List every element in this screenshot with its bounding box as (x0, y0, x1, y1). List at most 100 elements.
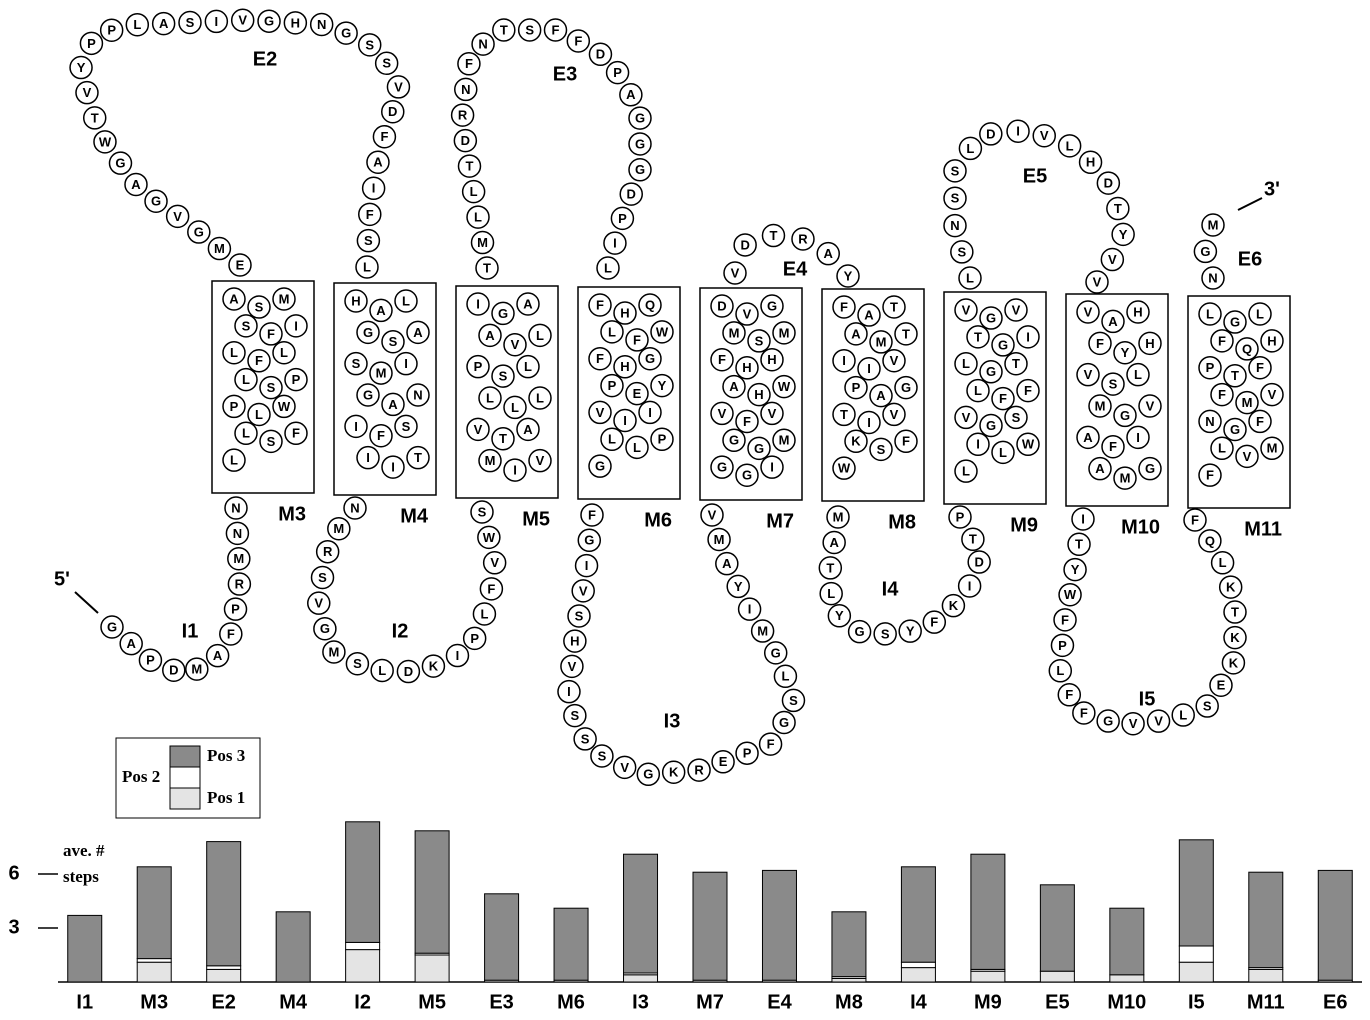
residue-letter: V (314, 596, 323, 611)
residue-letter: P (613, 65, 622, 80)
residue-letter: K (1230, 630, 1240, 645)
residue-letter: W (99, 134, 112, 149)
bar-segment (1249, 969, 1283, 982)
residue-letter: M (485, 453, 496, 468)
residue-letter: F (999, 391, 1007, 406)
residue-letter: H (620, 359, 629, 374)
segment-label: M4 (400, 505, 429, 527)
bar-segment (485, 894, 519, 980)
residue-letter: T (466, 159, 474, 174)
residue-letter: V (1093, 274, 1102, 289)
residue-letter: I (294, 318, 298, 333)
residue-letter: G (986, 364, 996, 379)
residue-letter: N (413, 387, 422, 402)
residue-letter: V (1243, 449, 1252, 464)
residue-letter: F (377, 428, 385, 443)
residue-letter: W (656, 324, 669, 339)
residue-letter: A (1083, 430, 1093, 445)
residue-letter: K (1229, 655, 1239, 670)
residue-letter: V (962, 410, 971, 425)
residue-letter: F (596, 351, 604, 366)
residue-letter: V (1012, 302, 1021, 317)
residue-letter: L (633, 440, 641, 455)
residue-letter: H (291, 15, 300, 30)
residue-letter: T (483, 260, 491, 275)
residue-letter: F (366, 207, 374, 222)
residue-letter: V (596, 405, 605, 420)
residue-letter: L (230, 345, 238, 360)
residue-letter: L (1134, 367, 1142, 382)
legend-label: Pos 2 (122, 767, 160, 786)
x-tick-label: E5 (1045, 991, 1069, 1013)
residue-letter: N (350, 500, 359, 515)
residue-letter: I (1016, 124, 1020, 139)
residue-letter: M (477, 235, 488, 250)
residue-letter: S (951, 191, 960, 206)
residue-letter: F (227, 626, 235, 641)
residue-letter: N (1208, 270, 1217, 285)
residue-letter: S (1012, 410, 1021, 425)
residue-letter: G (635, 111, 645, 126)
residue-letter: I (770, 460, 774, 475)
residue-letter: T (974, 329, 982, 344)
residue-letter: A (485, 328, 495, 343)
y-axis-title: ave. # (63, 841, 105, 860)
residue-letter: S (267, 380, 276, 395)
residue-letter: P (608, 378, 617, 393)
residue-letter: G (998, 337, 1008, 352)
residue-letter: L (608, 324, 616, 339)
x-tick-label: M8 (835, 991, 863, 1013)
residue-letter: G (1200, 244, 1210, 259)
residue-letter: L (966, 270, 974, 285)
residue-letter: G (1230, 422, 1240, 437)
residue-letter: V (1040, 128, 1049, 143)
y-tick-label: 3 (8, 916, 19, 938)
residue-letter: I (567, 684, 571, 699)
residue-letter: L (1206, 306, 1214, 321)
residue-letter: M (876, 334, 887, 349)
residue-letter: P (470, 631, 479, 646)
residue-letter: L (1066, 138, 1074, 153)
residue-letter: V (731, 265, 740, 280)
x-tick-label: M3 (140, 991, 168, 1013)
residue-letter: N (317, 17, 326, 32)
x-tick-label: I2 (354, 991, 371, 1013)
segment-label: M10 (1121, 516, 1160, 538)
residue-letter: V (708, 507, 717, 522)
residue-letter: P (956, 509, 965, 524)
residue-letter: T (890, 299, 898, 314)
residue-letter: F (930, 615, 938, 630)
bar-segment (415, 831, 449, 953)
residue-letter: M (1208, 217, 1219, 232)
residue-letter: V (620, 760, 629, 775)
residue-letter: S (318, 570, 327, 585)
residue-letter: S (353, 656, 362, 671)
residue-letter: G (771, 645, 781, 660)
residue-letter: M (333, 521, 344, 536)
residue-letter: L (536, 328, 544, 343)
residue-letter: I (372, 181, 376, 196)
residue-letter: R (798, 231, 808, 246)
segment-label: M8 (888, 511, 916, 533)
residue-letter: S (364, 233, 373, 248)
residue-letter: L (486, 390, 494, 405)
residue-letter: F (767, 737, 775, 752)
residue-letter: G (1120, 408, 1130, 423)
residue-letter: I (976, 437, 980, 452)
residue-letter: I (748, 602, 752, 617)
residue-letter: V (511, 337, 520, 352)
bar-segment (901, 968, 935, 982)
residue-letter: G (754, 441, 764, 456)
residue-letter: S (755, 333, 764, 348)
residue-letter: L (962, 356, 970, 371)
residue-letter: H (754, 387, 763, 402)
residue-letter: V (394, 79, 403, 94)
residue-letter: L (604, 260, 612, 275)
residue-letter: A (376, 303, 386, 318)
bar-segment (1110, 975, 1144, 982)
bar-segment (901, 867, 935, 962)
residue-letter: P (852, 380, 861, 395)
bar-segment (1179, 840, 1213, 946)
bar-segment (1179, 962, 1213, 982)
residue-letter: E (719, 754, 728, 769)
